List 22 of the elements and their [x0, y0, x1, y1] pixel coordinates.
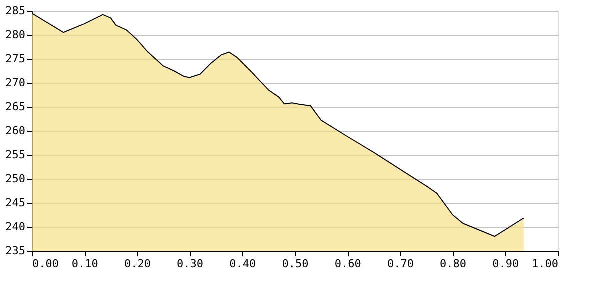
y-tick-label: 275	[6, 52, 26, 66]
x-tick-label: 0.10	[72, 258, 98, 270]
y-tick-label: 265	[6, 100, 26, 114]
y-tick-label: 285	[6, 4, 26, 18]
y-tick-label: 280	[6, 28, 26, 42]
x-tick-label: 0.80	[440, 258, 467, 270]
y-tick-label: 260	[6, 124, 26, 138]
x-tick-label: 0.50	[282, 258, 309, 270]
x-tick-label: 0.20	[124, 258, 151, 270]
y-tick-label: 250	[6, 172, 26, 186]
x-tick-label: 0.90	[492, 258, 520, 270]
y-tick-label: 240	[6, 220, 26, 234]
x-tick-label: 0.70	[387, 258, 414, 270]
y-tick-label: 245	[6, 196, 26, 210]
x-tick-label: 0.40	[230, 258, 256, 270]
x-tick-label: 1.00	[532, 258, 558, 270]
y-tick-label: 270	[6, 76, 26, 90]
y-tick-label: 235	[6, 244, 26, 258]
y-tick-label: 255	[6, 148, 26, 162]
x-tick-label: 0.60	[334, 258, 362, 270]
x-tick-label: 0.30	[177, 258, 204, 270]
x-tick-label: 0.00	[32, 258, 59, 270]
